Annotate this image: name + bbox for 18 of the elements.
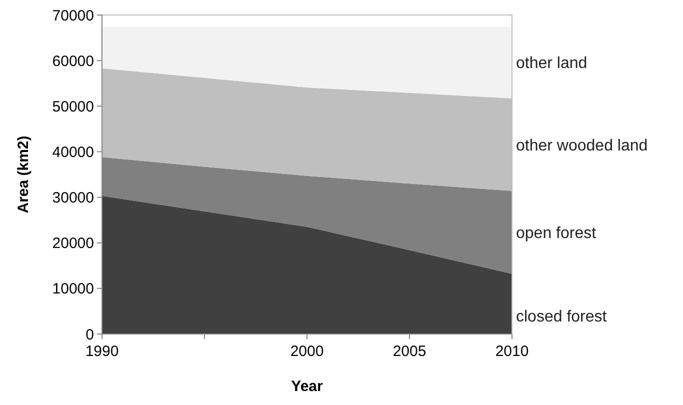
series-label: open forest (516, 224, 597, 242)
series-label: closed forest (516, 308, 608, 326)
y-tick-label: 30000 (52, 190, 94, 207)
x-tick-label: 2005 (392, 343, 426, 360)
x-tick-label: 2010 (495, 343, 529, 360)
y-axis-title: Area (km2) (15, 136, 32, 214)
y-tick-label: 60000 (52, 52, 94, 70)
y-tick-label: 40000 (52, 144, 94, 161)
y-tick-label: 0 (86, 326, 94, 344)
series-label: other land (516, 55, 588, 72)
x-tick-label: 1990 (85, 343, 119, 360)
x-axis-title: Year (291, 378, 324, 395)
y-tick-label: 10000 (52, 280, 94, 298)
x-tick-label: 2000 (290, 343, 324, 360)
y-tick-label: 50000 (52, 98, 94, 116)
y-tick-label: 20000 (52, 235, 94, 252)
series-label: other wooded land (516, 137, 648, 154)
y-tick-label: 70000 (52, 7, 94, 24)
